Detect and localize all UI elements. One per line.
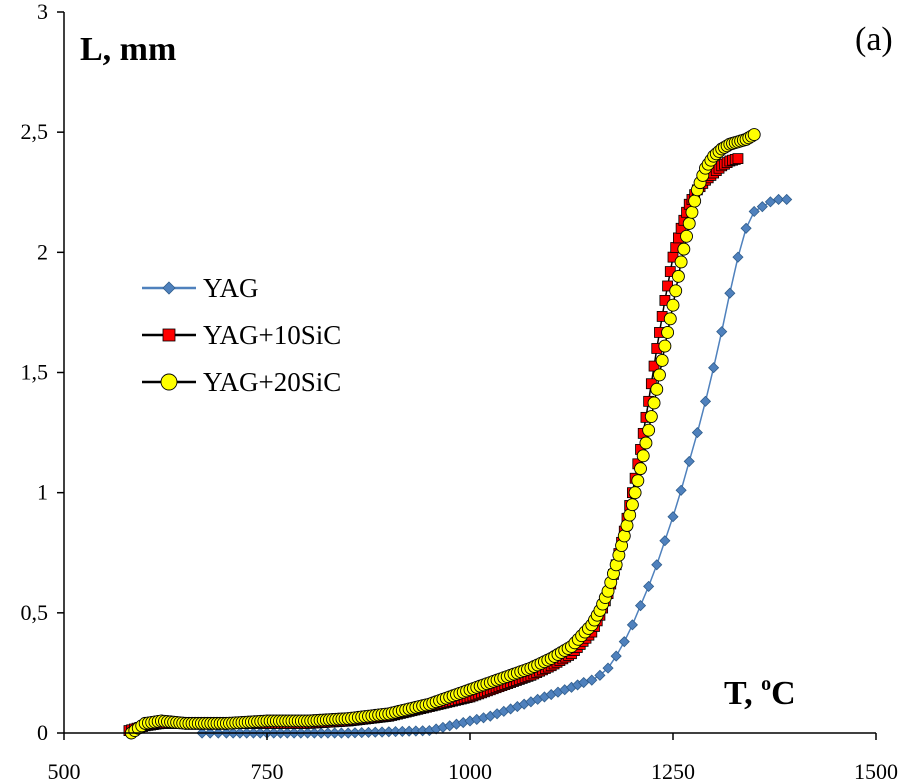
data-point <box>716 326 728 338</box>
data-point <box>610 650 622 662</box>
data-point <box>682 217 696 230</box>
data-point <box>586 674 598 686</box>
data-point <box>631 474 645 488</box>
y-tick-label: 1 <box>37 480 48 505</box>
legend-marker <box>160 373 178 391</box>
data-point <box>740 222 752 234</box>
data-point <box>618 636 630 648</box>
y-tick-label: 3 <box>37 0 48 24</box>
data-point <box>653 368 666 382</box>
data-point <box>642 423 656 437</box>
legend-label: YAG <box>203 273 259 303</box>
series-layer <box>123 128 793 740</box>
y-tick-label: 0 <box>37 720 48 745</box>
data-point <box>671 269 685 283</box>
y-tick-label: 2,5 <box>21 119 49 144</box>
x-tick-label: 750 <box>251 759 284 784</box>
data-point <box>647 396 661 410</box>
data-point <box>639 436 653 450</box>
data-point <box>675 484 687 496</box>
data-point <box>644 410 658 424</box>
y-tick-label: 0,5 <box>21 600 49 625</box>
data-point <box>658 339 672 353</box>
legend: YAG YAG+10SiC YAG+20SiC <box>142 273 341 397</box>
data-point <box>636 449 650 463</box>
data-point <box>680 229 693 243</box>
data-point <box>677 242 691 256</box>
panel-label: (a) <box>855 21 893 58</box>
x-tick-label: 500 <box>48 759 81 784</box>
y-axis-title: L, mm <box>80 31 176 68</box>
data-point <box>626 619 638 631</box>
data-point <box>685 205 699 219</box>
data-point <box>625 498 639 512</box>
data-point <box>691 427 703 439</box>
data-point <box>655 354 669 367</box>
data-point <box>659 535 671 547</box>
data-point <box>667 511 679 523</box>
data-point <box>651 559 663 571</box>
x-tick-label: 1000 <box>448 759 492 784</box>
data-point <box>602 662 614 674</box>
series-line <box>130 133 755 734</box>
tick-labels: 0 0,5 1 1,5 2 2,5 3 500 750 1000 1250 1500 <box>21 0 899 784</box>
data-point <box>724 287 736 299</box>
legend-marker <box>162 328 176 342</box>
data-point <box>661 325 675 339</box>
y-tick-label: 2 <box>37 239 48 264</box>
data-point <box>674 255 688 269</box>
data-point <box>732 251 744 263</box>
x-axis-title: T, oC <box>724 673 796 712</box>
series-line <box>202 198 787 734</box>
data-point <box>764 196 777 208</box>
y-tick-label: 1,5 <box>21 360 49 385</box>
x-tick-label: 1250 <box>651 759 695 784</box>
data-point <box>643 580 655 592</box>
series-yag <box>196 193 793 739</box>
data-point <box>688 194 702 208</box>
data-point <box>634 600 647 612</box>
series-yag-20sic <box>124 128 761 740</box>
data-point <box>699 395 712 407</box>
data-point <box>628 486 642 500</box>
legend-label: YAG+20SiC <box>203 367 341 397</box>
data-point <box>683 455 695 467</box>
data-point <box>747 128 761 142</box>
legend-item: YAG+20SiC <box>142 367 341 397</box>
x-axis-title-unit: C <box>771 675 796 712</box>
x-tick-label: 1500 <box>854 759 898 784</box>
data-point <box>594 669 606 681</box>
legend-item: YAG <box>142 273 259 303</box>
legend-item: YAG+10SiC <box>142 320 341 350</box>
x-axis-title-superscript: o <box>761 673 771 695</box>
data-point <box>748 205 760 218</box>
data-point <box>650 382 664 396</box>
data-point <box>756 201 768 213</box>
axes <box>57 11 877 740</box>
data-point <box>772 193 785 206</box>
data-point <box>663 312 677 326</box>
data-point <box>666 298 680 312</box>
data-point <box>708 362 720 374</box>
legend-label: YAG+10SiC <box>203 320 341 350</box>
legend-marker <box>162 281 176 295</box>
data-point <box>634 462 647 476</box>
data-point <box>732 153 744 165</box>
x-axis-title-main: T, <box>724 675 761 712</box>
data-point <box>781 193 793 206</box>
data-point <box>669 284 683 298</box>
